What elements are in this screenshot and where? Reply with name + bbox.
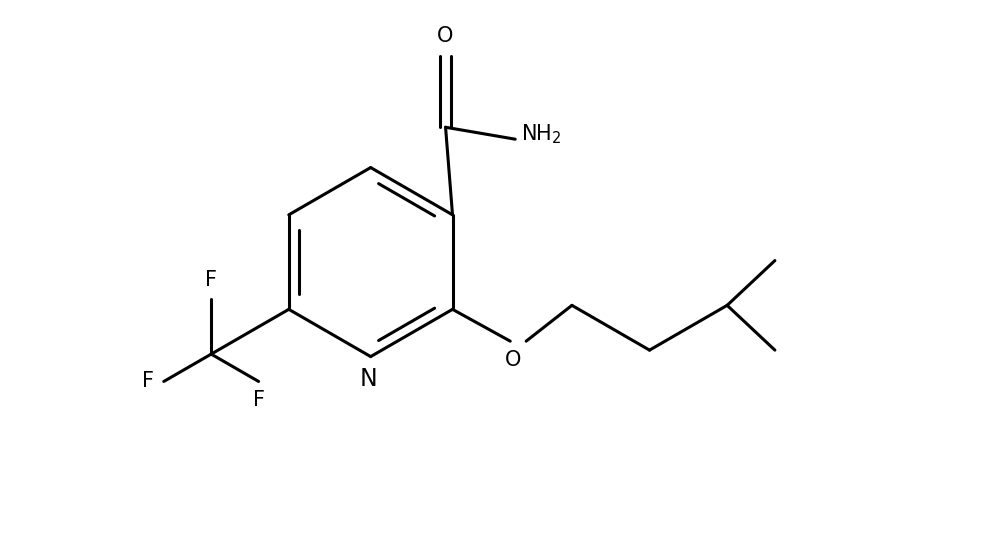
Text: N: N <box>359 367 377 391</box>
Text: O: O <box>505 350 521 370</box>
Text: F: F <box>253 390 265 411</box>
Text: NH$_2$: NH$_2$ <box>521 123 562 146</box>
Text: F: F <box>141 371 153 391</box>
Text: O: O <box>437 25 453 46</box>
Text: F: F <box>205 270 217 290</box>
